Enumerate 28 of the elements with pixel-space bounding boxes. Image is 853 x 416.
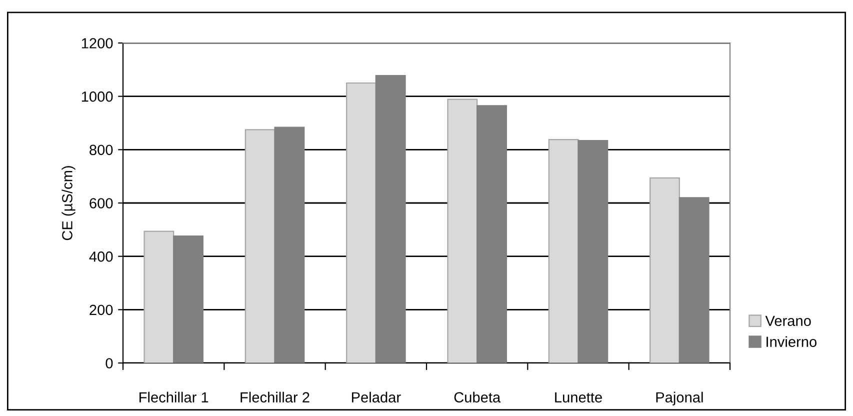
y-tick-label: 800 (90, 144, 113, 156)
x-tick-label: Flechillar 1 (140, 392, 208, 403)
bar (173, 236, 204, 363)
y-tick-label: 600 (90, 198, 113, 208)
bar (548, 138, 579, 363)
bar (447, 98, 478, 363)
bar (650, 177, 680, 363)
y-tick-label: 1000 (82, 91, 113, 102)
x-tick-label: Cubeta (454, 392, 501, 403)
y-tick-label: 200 (90, 304, 113, 316)
legend-label: Invierno (766, 336, 817, 347)
bar (476, 105, 507, 363)
x-tick-label: Flechillar 2 (240, 392, 310, 403)
x-tick-label: Lunette (555, 392, 602, 403)
legend-label: Verano (765, 316, 811, 326)
bar (375, 74, 406, 363)
x-tick-label: Peladar (352, 392, 401, 403)
y-axis-title: CE (µS/cm) (62, 166, 76, 240)
bar (678, 197, 710, 363)
x-tick-label: Pajonal (656, 392, 703, 406)
bar (346, 82, 376, 363)
y-tick-label: 400 (89, 251, 113, 262)
y-tick-label: 0 (106, 358, 113, 368)
bar (144, 230, 174, 363)
bar (274, 126, 305, 363)
bar (578, 140, 608, 363)
y-tick-label: 1200 (82, 38, 113, 48)
bar (244, 129, 276, 363)
